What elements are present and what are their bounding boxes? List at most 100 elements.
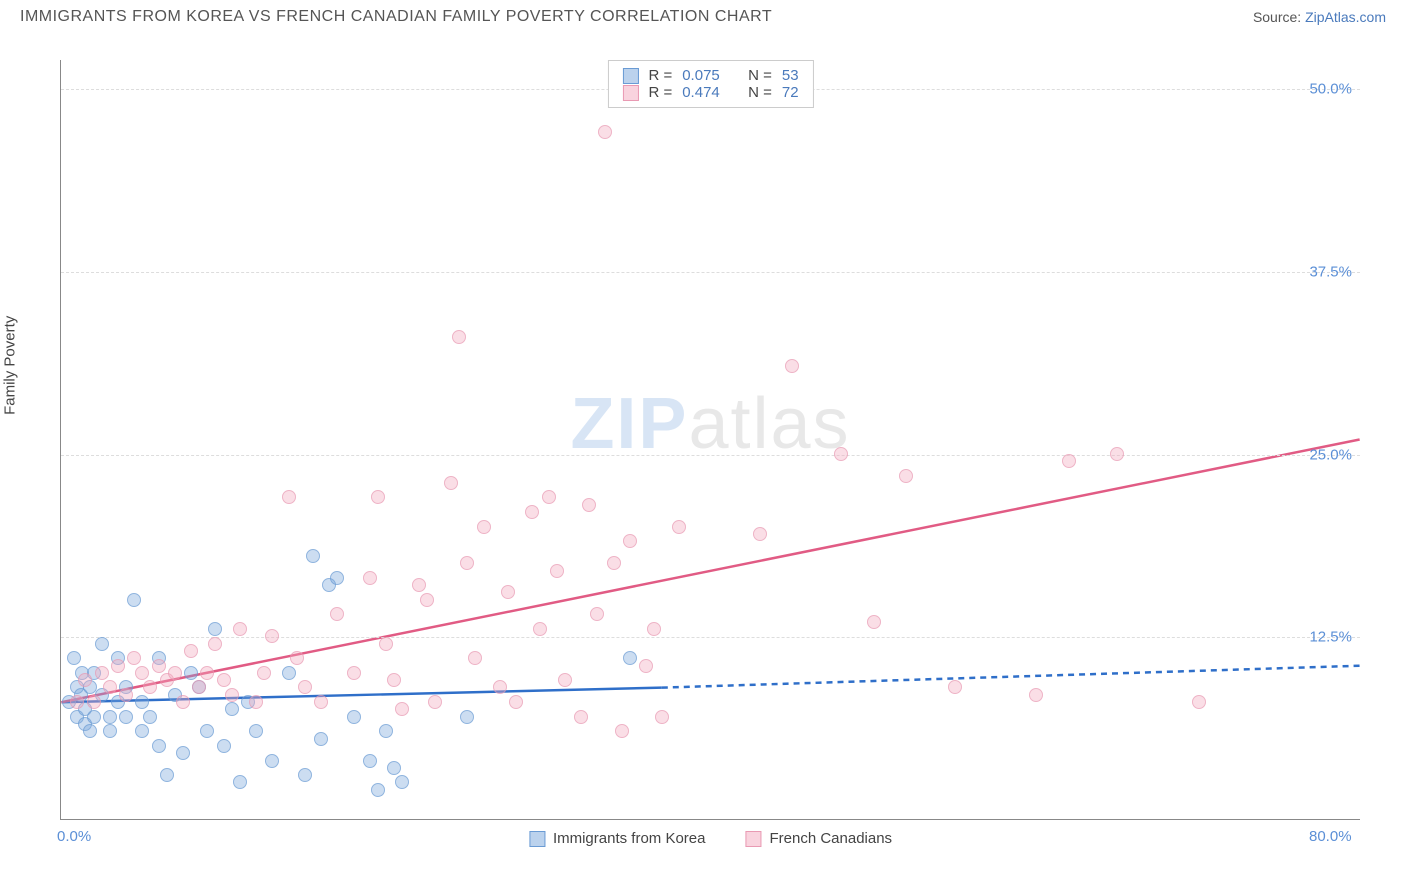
data-point: [249, 724, 263, 738]
data-point: [78, 673, 92, 687]
data-point: [452, 330, 466, 344]
y-tick-label: 25.0%: [1309, 446, 1352, 463]
data-point: [119, 710, 133, 724]
data-point: [168, 666, 182, 680]
data-point: [371, 490, 385, 504]
swatch-blue-icon: [529, 831, 545, 847]
data-point: [1110, 447, 1124, 461]
data-point: [152, 659, 166, 673]
data-point: [225, 688, 239, 702]
data-point: [208, 637, 222, 651]
gridline: [61, 455, 1360, 456]
data-point: [265, 629, 279, 643]
data-point: [298, 680, 312, 694]
data-point: [598, 125, 612, 139]
series-legend: Immigrants from Korea French Canadians: [529, 830, 892, 847]
watermark-atlas: atlas: [688, 384, 850, 464]
y-tick-label: 37.5%: [1309, 263, 1352, 280]
data-point: [233, 622, 247, 636]
data-point: [509, 695, 523, 709]
data-point: [834, 447, 848, 461]
data-point: [127, 651, 141, 665]
data-point: [233, 775, 247, 789]
data-point: [347, 666, 361, 680]
data-point: [468, 651, 482, 665]
data-point: [83, 724, 97, 738]
data-point: [623, 651, 637, 665]
data-point: [95, 666, 109, 680]
data-point: [87, 710, 101, 724]
data-point: [265, 754, 279, 768]
data-point: [306, 549, 320, 563]
data-point: [590, 607, 604, 621]
source-label: Source:: [1253, 9, 1305, 25]
x-tick-label: 0.0%: [57, 828, 91, 845]
data-point: [192, 680, 206, 694]
data-point: [412, 578, 426, 592]
gridline: [61, 272, 1360, 273]
data-point: [282, 666, 296, 680]
data-point: [184, 644, 198, 658]
data-point: [290, 651, 304, 665]
source: Source: ZipAtlas.com: [1253, 9, 1386, 25]
data-point: [103, 724, 117, 738]
plot-area: ZIPatlas R = 0.075 N = 53 R = 0.474 N = …: [60, 60, 1360, 820]
data-point: [103, 680, 117, 694]
data-point: [395, 775, 409, 789]
data-point: [282, 490, 296, 504]
data-point: [330, 607, 344, 621]
data-point: [200, 724, 214, 738]
watermark: ZIPatlas: [570, 383, 850, 465]
data-point: [135, 666, 149, 680]
data-point: [225, 702, 239, 716]
data-point: [867, 615, 881, 629]
data-point: [330, 571, 344, 585]
data-point: [477, 520, 491, 534]
legend-item-french: French Canadians: [745, 830, 892, 847]
data-point: [363, 754, 377, 768]
legend-label-french: French Canadians: [769, 830, 892, 847]
data-point: [119, 688, 133, 702]
data-point: [387, 761, 401, 775]
watermark-zip: ZIP: [570, 384, 688, 464]
data-point: [395, 702, 409, 716]
r-value-french: 0.474: [682, 84, 720, 101]
data-point: [582, 498, 596, 512]
data-point: [67, 651, 81, 665]
data-point: [103, 710, 117, 724]
y-tick-label: 50.0%: [1309, 81, 1352, 98]
gridline: [61, 637, 1360, 638]
data-point: [550, 564, 564, 578]
legend-item-korea: Immigrants from Korea: [529, 830, 706, 847]
legend-label-korea: Immigrants from Korea: [553, 830, 706, 847]
data-point: [785, 359, 799, 373]
data-point: [753, 527, 767, 541]
data-point: [111, 659, 125, 673]
source-link[interactable]: ZipAtlas.com: [1305, 9, 1386, 25]
data-point: [314, 695, 328, 709]
correlation-legend: R = 0.075 N = 53 R = 0.474 N = 72: [607, 60, 813, 108]
data-point: [420, 593, 434, 607]
data-point: [160, 768, 174, 782]
data-point: [70, 695, 84, 709]
data-point: [87, 695, 101, 709]
data-point: [95, 637, 109, 651]
data-point: [444, 476, 458, 490]
y-axis-label: Family Poverty: [2, 316, 19, 415]
data-point: [1062, 454, 1076, 468]
data-point: [217, 739, 231, 753]
data-point: [257, 666, 271, 680]
data-point: [135, 724, 149, 738]
data-point: [347, 710, 361, 724]
data-point: [493, 680, 507, 694]
page-title: IMMIGRANTS FROM KOREA VS FRENCH CANADIAN…: [20, 8, 772, 26]
legend-row-korea: R = 0.075 N = 53: [622, 67, 798, 84]
swatch-pink-icon: [622, 85, 638, 101]
data-point: [647, 622, 661, 636]
n-label: N =: [748, 84, 772, 101]
data-point: [176, 695, 190, 709]
data-point: [525, 505, 539, 519]
data-point: [152, 739, 166, 753]
swatch-blue-icon: [622, 68, 638, 84]
data-point: [176, 746, 190, 760]
